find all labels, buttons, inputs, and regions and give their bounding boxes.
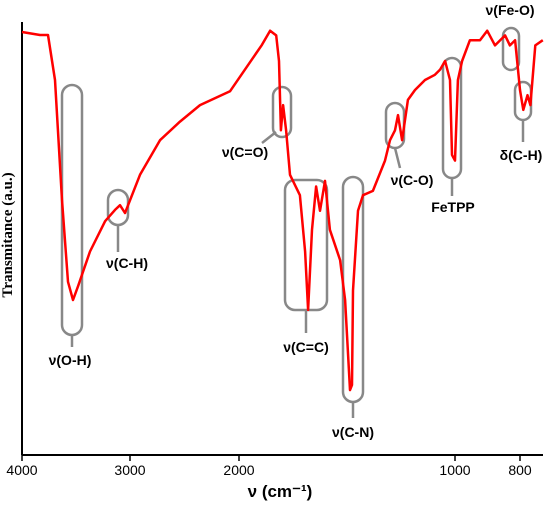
annotation-label: ν(C-N) (332, 424, 374, 440)
x-tick-label: 3000 (114, 462, 145, 478)
annotation-label: ν(O-H) (49, 352, 92, 368)
y-axis-label: Transmitance (a.u.) (0, 172, 16, 297)
x-axis-label: ν (cm⁻¹) (248, 482, 313, 501)
x-tick-label: 2000 (223, 462, 254, 478)
annotation-label: ν(Fe-O) (486, 2, 535, 18)
x-tick-label: 800 (508, 462, 532, 478)
annotation-shapes (60, 26, 533, 418)
annotation-label: ν(C=C) (283, 339, 329, 355)
annotation-label: ν(C-H) (106, 255, 148, 271)
spectrum-line (21, 29, 544, 392)
annotation-label: δ(C-H) (500, 147, 543, 163)
annotation-label: ν(C=O) (222, 144, 268, 160)
x-tick-label: 4000 (6, 462, 37, 478)
annotation-label: ν(C-O) (391, 172, 434, 188)
annotation-label: FeTPP (431, 199, 475, 215)
x-tick-label: 1000 (439, 462, 470, 478)
